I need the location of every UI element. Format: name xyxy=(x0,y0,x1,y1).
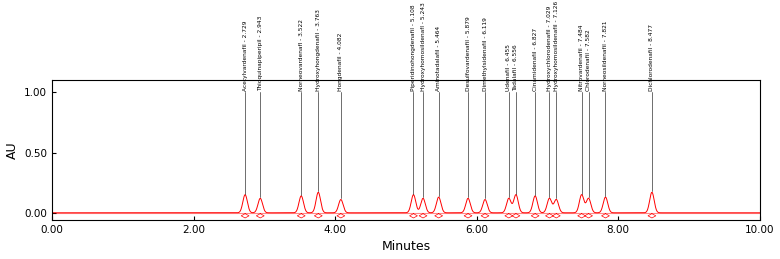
Text: Hongdenafil - 4.082: Hongdenafil - 4.082 xyxy=(339,33,343,91)
Text: Chlorodenafil - 7.582: Chlorodenafil - 7.582 xyxy=(586,29,591,91)
Text: Desulfovardenafil - 5.879: Desulfovardenafil - 5.879 xyxy=(466,16,470,91)
Text: Hydroxychlorodenafil - 7.029: Hydroxychlorodenafil - 7.029 xyxy=(547,6,552,91)
Text: Aminotadalafil - 5.464: Aminotadalafil - 5.464 xyxy=(436,26,441,91)
Text: Norneovardenafl - 3.522: Norneovardenafl - 3.522 xyxy=(299,19,303,91)
Text: Tadalafil - 6.556: Tadalafil - 6.556 xyxy=(513,45,519,91)
Text: Norneosildenafil - 7.821: Norneosildenafil - 7.821 xyxy=(603,20,608,91)
Text: Piperidinohongdenafil - 5.108: Piperidinohongdenafil - 5.108 xyxy=(411,4,416,91)
Text: Thioquinapiperipil - 2.943: Thioquinapiperipil - 2.943 xyxy=(257,16,263,91)
Text: Nitrovardenafil - 7.484: Nitrovardenafil - 7.484 xyxy=(579,25,584,91)
Text: Hydroxyhomosildenafl - 5.243: Hydroxyhomosildenafl - 5.243 xyxy=(420,2,426,91)
Text: Cinamidenafil - 6.827: Cinamidenafil - 6.827 xyxy=(533,28,537,91)
Y-axis label: AU: AU xyxy=(5,141,19,159)
X-axis label: Minutes: Minutes xyxy=(381,240,431,254)
Text: Acetylvardenafil - 2.729: Acetylvardenafil - 2.729 xyxy=(243,20,247,91)
Text: Udenafil - 6.455: Udenafil - 6.455 xyxy=(506,44,512,91)
Text: Hydroxyhomosildenafil - 7.126: Hydroxyhomosildenafil - 7.126 xyxy=(554,1,558,91)
Text: Dimethylsidenafil - 6.119: Dimethylsidenafil - 6.119 xyxy=(483,17,488,91)
Text: Hydroxyhongdenafil - 3.763: Hydroxyhongdenafil - 3.763 xyxy=(316,9,321,91)
Text: Dichlorodenafil - 8.477: Dichlorodenafil - 8.477 xyxy=(650,24,654,91)
